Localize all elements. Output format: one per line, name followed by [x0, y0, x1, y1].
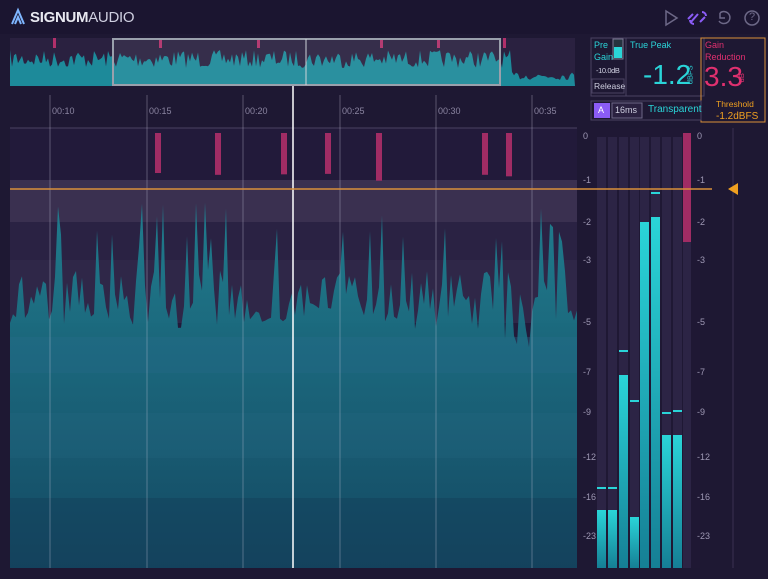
release-row	[590, 100, 702, 121]
logo-icon	[11, 7, 25, 25]
scale-label: -12	[583, 452, 597, 462]
help-icon[interactable]: ?	[749, 11, 756, 23]
brand: SIGNUMAUDIO	[30, 9, 135, 26]
reduction-peak	[281, 133, 287, 175]
overview-peak	[503, 38, 506, 48]
time-label: 00:20	[245, 106, 268, 116]
time-label: 00:25	[342, 106, 365, 116]
threshold-value: -1.2dBFS	[716, 111, 759, 122]
character-mode[interactable]: Transparent	[648, 104, 702, 115]
scale-label: -3	[697, 255, 706, 265]
gain-reduction-label: Reduction	[705, 52, 746, 62]
true-peak-box	[625, 37, 705, 97]
release-label: Release	[594, 81, 626, 91]
reduction-peak	[155, 133, 161, 174]
pre-gain-label: Gain	[594, 52, 614, 62]
scale-label: -12	[697, 452, 711, 462]
overview-peak	[53, 38, 56, 48]
reduction-peak	[376, 133, 382, 181]
scale-label: -2	[697, 217, 706, 227]
scale-label: -1	[697, 175, 706, 185]
gr-track	[683, 133, 691, 568]
reduction-peak	[482, 133, 488, 175]
time-label: 00:10	[52, 106, 75, 116]
release-time[interactable]: 16ms	[615, 105, 638, 115]
gain-reduction-label: Gain	[705, 40, 725, 50]
meter-track	[619, 137, 628, 568]
meter-peak	[662, 412, 671, 414]
meter-peak	[608, 487, 617, 489]
scale-label: -5	[697, 317, 706, 327]
meter-bar	[651, 217, 660, 568]
true-peak-value: -1.2	[643, 59, 692, 90]
meter-peak	[630, 400, 639, 402]
overview-waveform	[10, 50, 575, 86]
gain-reduction-value: 3.3	[704, 61, 743, 92]
pre-gain-fill	[614, 47, 622, 58]
meter-bar	[662, 435, 671, 568]
true-peak-unit: dBFS	[685, 65, 695, 85]
scale-label: -16	[583, 492, 597, 502]
scale-label: -23	[583, 531, 597, 541]
time-label: 00:15	[149, 106, 172, 116]
meter-track	[662, 137, 671, 568]
scale-label: -9	[697, 407, 706, 417]
meter-peak	[597, 487, 606, 489]
gr-bar	[683, 133, 691, 242]
meter-bar	[630, 517, 639, 568]
scale-label: -2	[583, 217, 592, 227]
time-label: 00:30	[438, 106, 461, 116]
threshold-box	[700, 37, 766, 123]
scale-label: -16	[697, 492, 711, 502]
reduction-peak	[325, 133, 331, 174]
meter-bar	[640, 222, 649, 568]
meter-track	[597, 137, 606, 568]
brand-bold: SIGNUM	[30, 9, 89, 26]
threshold-label: Threshold	[716, 99, 754, 109]
meter-bar	[673, 435, 682, 568]
overview-peak	[437, 38, 440, 48]
undo-button[interactable]	[718, 10, 731, 25]
meter-track	[608, 137, 617, 568]
help-button[interactable]	[744, 10, 760, 26]
overview-peak	[380, 38, 383, 48]
link-button[interactable]	[687, 11, 707, 25]
time-label: 00:35	[534, 106, 557, 116]
reduction-peak	[506, 133, 512, 177]
meter-peak	[673, 410, 682, 412]
scale-label: -7	[583, 367, 592, 377]
meter-bar	[608, 510, 617, 568]
scale-label: -7	[697, 367, 706, 377]
header-bar	[0, 0, 768, 34]
scale-label: -23	[697, 531, 711, 541]
overview-peak	[257, 38, 260, 48]
scale-label: -9	[583, 407, 592, 417]
mode-button-bg[interactable]	[594, 103, 610, 118]
meter-bar	[597, 510, 606, 568]
meter-bar	[619, 375, 628, 568]
scale-label: -3	[583, 255, 592, 265]
meter-track	[673, 137, 682, 568]
meter-peak	[651, 192, 660, 194]
release-box	[591, 78, 625, 94]
meter-peak	[619, 350, 628, 352]
pre-gain-value: -10.0dB	[596, 66, 620, 75]
scale-label: -5	[583, 317, 592, 327]
release-time-box[interactable]	[611, 102, 643, 119]
pre-gain-label: Pre	[594, 40, 609, 50]
scale-label: 0	[697, 131, 703, 141]
overview-peak	[159, 38, 162, 48]
mode-button[interactable]: A	[598, 105, 605, 115]
scale-label: 0	[583, 131, 589, 141]
true-peak-label: True Peak	[630, 40, 672, 50]
gain-reduction-unit: dB	[736, 73, 746, 83]
reduction-peak	[215, 133, 221, 175]
play-button[interactable]	[665, 9, 679, 27]
threshold-handle[interactable]	[728, 183, 738, 195]
scale-label: -1	[583, 175, 592, 185]
brand-light: AUDIO	[88, 9, 135, 26]
meter-track	[630, 137, 639, 568]
